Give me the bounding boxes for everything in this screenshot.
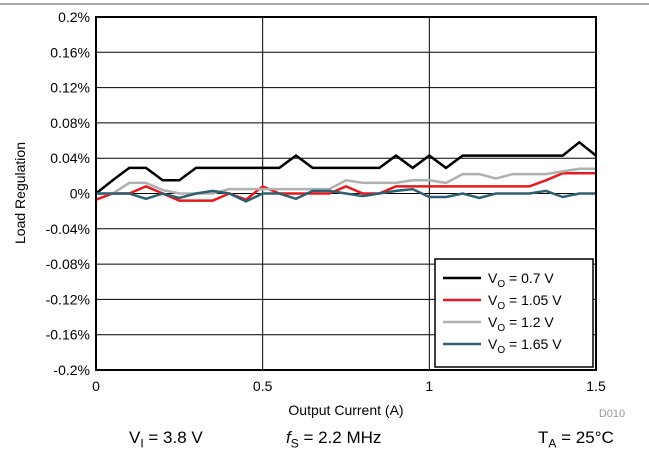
vi-value: = 3.8 V bbox=[143, 428, 203, 447]
ambient-temperature-condition: TA = 25°C bbox=[538, 428, 614, 450]
figure-code: D010 bbox=[599, 408, 625, 420]
fs-subscript: S bbox=[290, 436, 299, 451]
legend-label: VO = 0.7 V bbox=[488, 270, 554, 290]
series-line-2 bbox=[95, 171, 596, 202]
y-tick-label: 0.08% bbox=[50, 115, 90, 131]
legend-label: VO = 1.2 V bbox=[488, 314, 554, 334]
fs-symbol: f bbox=[286, 428, 291, 447]
series-line-1 bbox=[95, 140, 597, 195]
series-line-3 bbox=[96, 167, 596, 195]
fs-value: = 2.2 MHz bbox=[298, 428, 382, 447]
vi-subscript: I bbox=[140, 436, 144, 451]
y-tick-labels: 0.2% 0.16% 0.12% 0.08% 0.04% 0% -0.04% -0.08% -0… bbox=[46, 9, 90, 378]
switching-frequency-condition: fS = 2.2 MHz bbox=[286, 428, 381, 450]
y-tick-label: -0.12% bbox=[46, 291, 90, 307]
series-layer bbox=[95, 140, 597, 203]
legend-label: VO = 1.05 V bbox=[488, 292, 562, 312]
series-line-4 bbox=[96, 187, 596, 203]
y-tick-label: 0.12% bbox=[50, 80, 90, 96]
ta-subscript: A bbox=[548, 436, 557, 451]
legend: VO = 0.7 VVO = 1.05 VVO = 1.2 VVO = 1.65… bbox=[434, 258, 594, 368]
x-tick-label: 0 bbox=[92, 378, 100, 394]
y-tick-label: -0.08% bbox=[46, 256, 90, 272]
plot-frame bbox=[95, 16, 597, 371]
y-tick-label: -0.2% bbox=[53, 362, 90, 378]
y-tick-label: -0.04% bbox=[46, 221, 90, 237]
y-axis-title: Load Regulation bbox=[12, 142, 28, 244]
y-tick-label: 0.04% bbox=[50, 150, 90, 166]
x-tick-label: 1.5 bbox=[586, 378, 606, 394]
ta-symbol: T bbox=[538, 428, 549, 447]
x-axis-title: Output Current (A) bbox=[288, 402, 403, 418]
vi-symbol: V bbox=[129, 428, 141, 447]
x-tick-label: 0.5 bbox=[253, 378, 273, 394]
y-tick-label: -0.16% bbox=[46, 327, 90, 343]
legend-label: VO = 1.65 V bbox=[488, 336, 562, 356]
y-tick-label: 0.16% bbox=[50, 44, 90, 60]
y-tick-label: 0.2% bbox=[58, 9, 90, 25]
x-tick-label: 1 bbox=[425, 378, 433, 394]
y-tick-label: 0% bbox=[70, 186, 90, 202]
x-tick-labels: 0 0.5 1 1.5 bbox=[92, 378, 606, 394]
input-voltage-condition: VI = 3.8 V bbox=[129, 428, 203, 450]
ta-value: = 25°C bbox=[556, 428, 614, 447]
